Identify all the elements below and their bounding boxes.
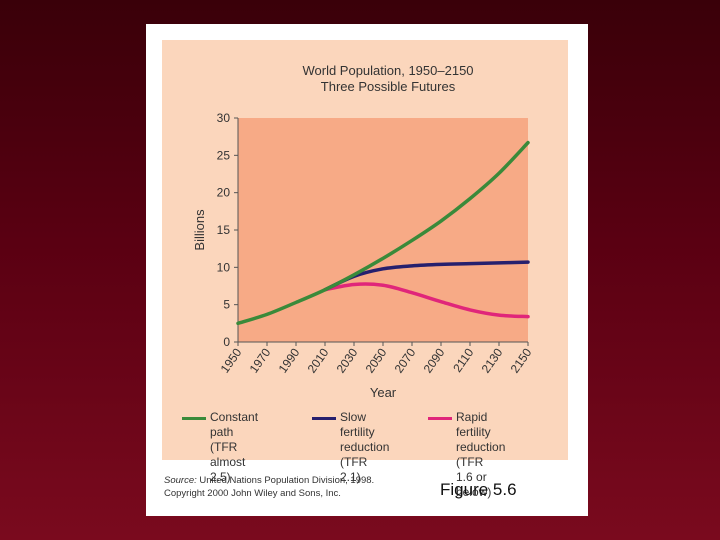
y-tick-label: 15 bbox=[217, 223, 231, 237]
y-tick-label: 30 bbox=[217, 111, 231, 125]
source-text: United Nations Population Division, 1998… bbox=[196, 475, 375, 486]
x-tick-label: 2150 bbox=[508, 345, 535, 375]
x-tick-label: 1990 bbox=[276, 345, 303, 375]
x-tick-label: 2110 bbox=[450, 345, 476, 374]
population-chart: World Population, 1950–2150 Three Possib… bbox=[192, 63, 535, 400]
slide-card: World Population, 1950–2150 Three Possib… bbox=[146, 24, 588, 516]
series-line-rapid-fertility bbox=[323, 282, 530, 319]
x-axis-label: Year bbox=[370, 385, 397, 400]
source-label: Source: bbox=[164, 475, 197, 486]
legend-label: Slow fertility reduction (TFR 2.1) bbox=[340, 410, 390, 484]
x-tick-label: 2070 bbox=[392, 345, 419, 375]
legend-label: Rapid fertility reduction (TFR 1.6 or be… bbox=[456, 410, 506, 499]
y-tick-label: 25 bbox=[217, 148, 231, 162]
x-tick-label: 2010 bbox=[305, 345, 332, 375]
plot-area bbox=[238, 118, 528, 342]
legend-label: Constant path (TFR almost 2.5) bbox=[210, 410, 259, 484]
x-tick-label: 2050 bbox=[363, 345, 390, 375]
chart-subtitle: Three Possible Futures bbox=[321, 79, 456, 94]
x-tick-label: 2030 bbox=[334, 345, 361, 375]
legend-swatch bbox=[182, 417, 206, 420]
x-tick-label: 2130 bbox=[479, 345, 506, 375]
figure-panel: World Population, 1950–2150 Three Possib… bbox=[162, 40, 568, 499]
y-axis-label: Billions bbox=[192, 209, 207, 251]
x-tick-label: 1970 bbox=[247, 345, 274, 375]
legend-swatch bbox=[428, 417, 452, 420]
figure-caption: Figure 5.6 bbox=[440, 480, 517, 499]
series-line-constant-path bbox=[236, 140, 530, 326]
y-tick-label: 5 bbox=[223, 298, 230, 312]
copyright-text: Copyright 2000 John Wiley and Sons, Inc. bbox=[164, 488, 341, 499]
y-tick-label: 0 bbox=[223, 335, 230, 349]
chart-title: World Population, 1950–2150 bbox=[302, 63, 473, 78]
legend-swatch bbox=[312, 417, 336, 420]
y-tick-label: 10 bbox=[217, 260, 231, 274]
x-tick-label: 2090 bbox=[421, 345, 448, 375]
source-note: Source: United Nations Population Divisi… bbox=[164, 474, 424, 500]
y-tick-label: 20 bbox=[217, 186, 231, 200]
x-tick-label: 1950 bbox=[218, 345, 245, 375]
